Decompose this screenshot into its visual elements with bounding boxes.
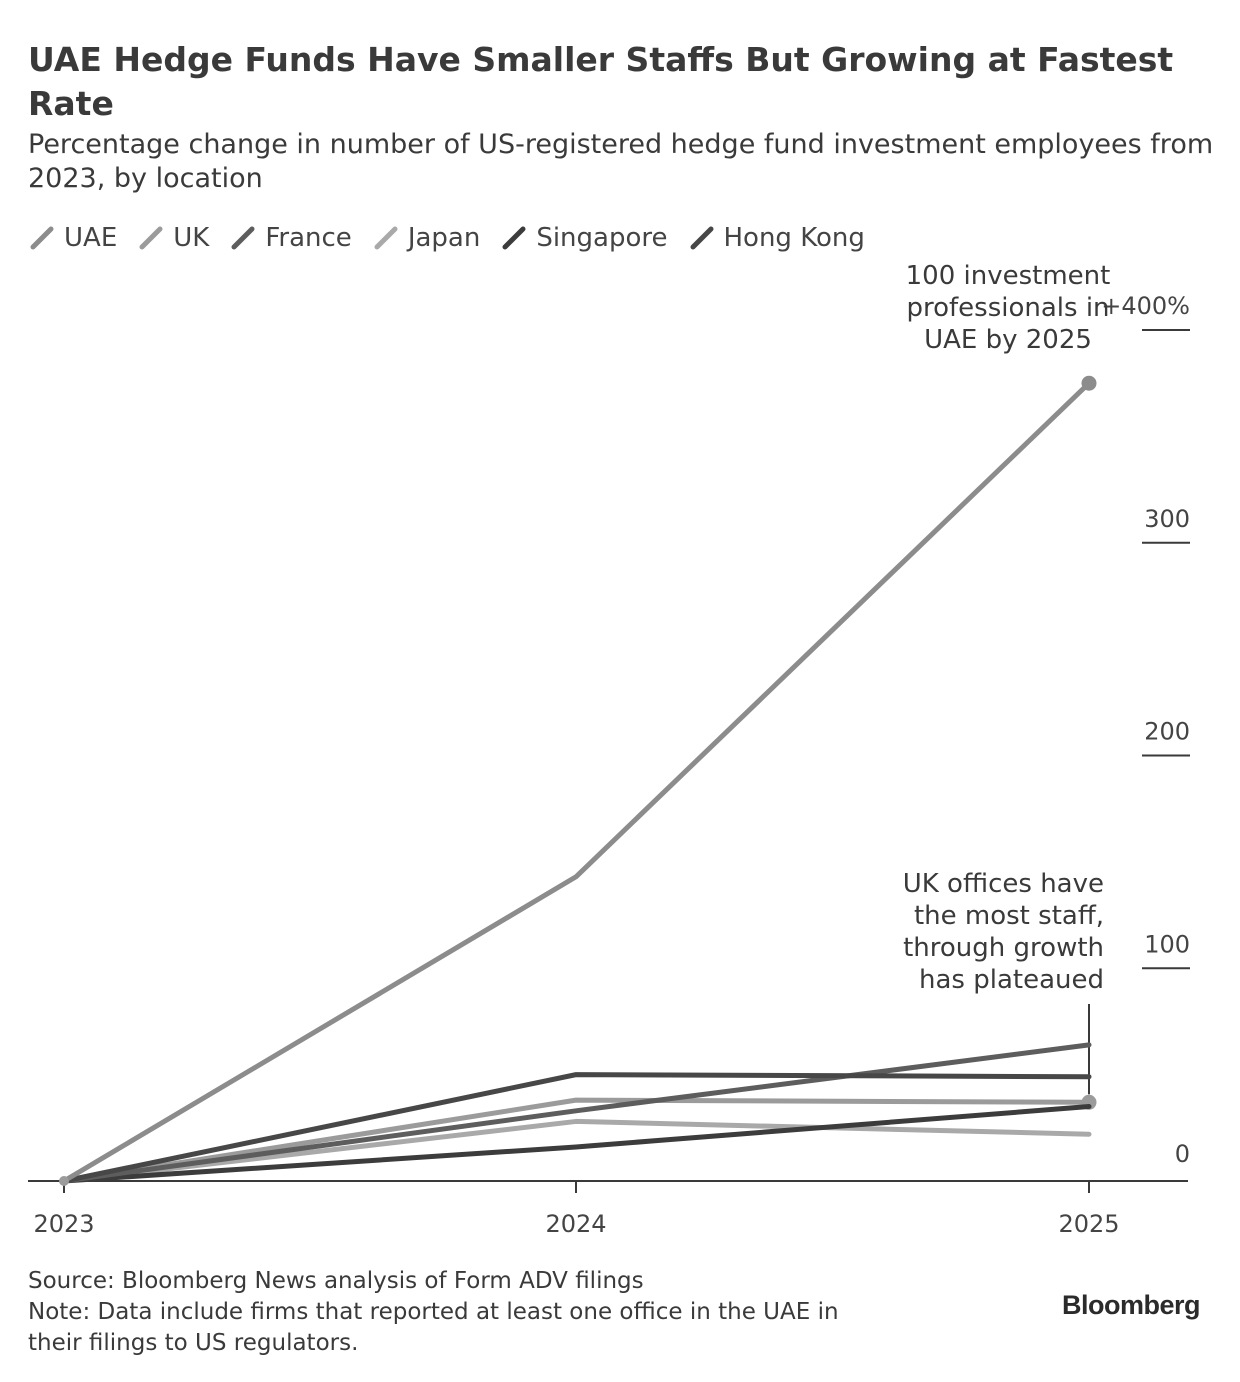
uae-annotation-line-2: professionals in — [906, 293, 1109, 323]
y-tick-label-0: 0 — [1175, 1140, 1190, 1168]
uk-annotation-line-2: the most staff, — [914, 901, 1104, 931]
source-text: Source: Bloomberg News analysis of Form … — [28, 1268, 644, 1294]
uk-annotation-line-4: has plateaued — [919, 965, 1104, 995]
legend-label-japan: Japan — [407, 223, 481, 253]
y-tick-label-300: 300 — [1144, 505, 1190, 533]
bloomberg-logo: Bloomberg — [1061, 1290, 1201, 1320]
legend-label-france: France — [265, 223, 352, 253]
x-tick-label-2024: 2024 — [545, 1210, 606, 1238]
y-tick-label-100: 100 — [1144, 930, 1190, 958]
y-tick-label-400: +400% — [1101, 292, 1190, 320]
legend-swatch-france — [231, 226, 255, 250]
legend-swatch-uk — [139, 226, 163, 250]
x-tick-label-2025: 2025 — [1058, 1210, 1119, 1238]
series-line-japan — [61, 1118, 1092, 1184]
legend-swatch-japan — [374, 226, 398, 250]
legend-label-hong-kong: Hong Kong — [723, 223, 865, 253]
x-tick-label-2023: 2023 — [33, 1210, 94, 1238]
chart-title: UAE Hedge Funds Have Smaller Staffs But … — [28, 40, 1174, 123]
series-line-uk — [61, 1097, 1092, 1184]
series-line-hong-kong — [61, 1072, 1092, 1184]
uk-annotation-line-1: UK offices have — [903, 869, 1104, 899]
legend-label-uk: UK — [173, 223, 210, 253]
legend-item-france: France — [231, 223, 352, 253]
y-tick-label-200: 200 — [1144, 718, 1190, 746]
note-text-line-2: their filings to US regulators. — [28, 1330, 359, 1356]
footer: Source: Bloomberg News analysis of Form … — [28, 1266, 988, 1359]
legend-label-uae: UAE — [64, 223, 118, 253]
legend-swatch-hong-kong — [690, 226, 713, 250]
uae-annotation-line-3: UAE by 2025 — [924, 325, 1092, 355]
legend-item-japan: Japan — [374, 223, 481, 253]
series-origin-marker — [59, 1176, 69, 1186]
legend-item-uae: UAE — [30, 223, 117, 253]
legend-swatch-singapore — [502, 226, 526, 250]
legend-item-hong-kong: Hong Kong — [690, 223, 865, 253]
chart-subtitle: Percentage change in number of US-regist… — [28, 129, 1214, 194]
series-endpoint-uae — [1081, 375, 1097, 391]
note-text-line-1: Note: Data include firms that reported a… — [28, 1299, 839, 1325]
uk-annotation-line-3: through growth — [903, 933, 1104, 963]
legend-swatch-uae — [30, 226, 54, 250]
legend-label-singapore: Singapore — [536, 223, 668, 253]
series-line-france — [61, 1042, 1092, 1184]
series-line-uae — [61, 380, 1092, 1184]
legend: UAE UK France Japan Singapore Hong Kong — [30, 218, 887, 258]
series-line-singapore — [61, 1104, 1092, 1184]
legend-item-singapore: Singapore — [502, 223, 668, 253]
uae-annotation-line-1: 100 investment — [906, 261, 1111, 291]
legend-item-uk: UK — [139, 223, 209, 253]
